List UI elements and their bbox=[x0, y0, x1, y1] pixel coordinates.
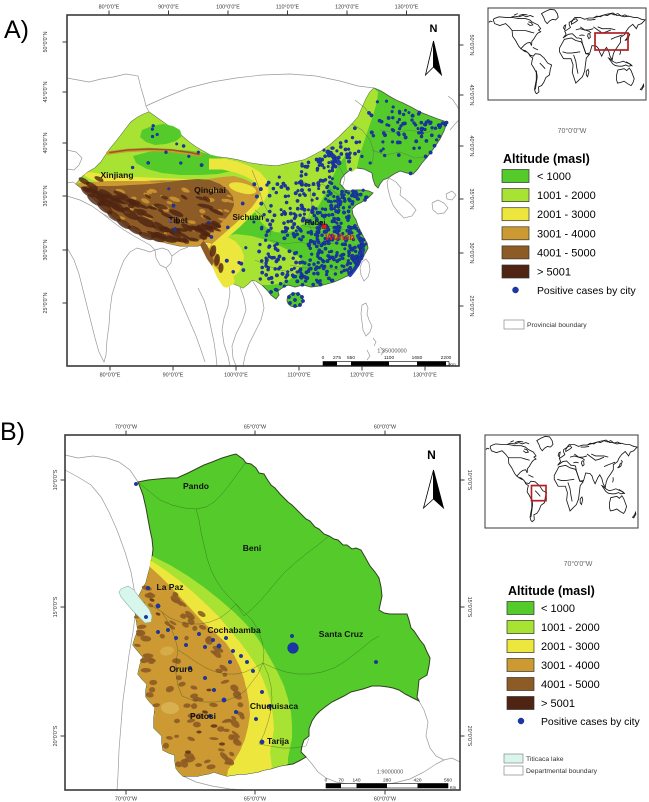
svg-text:Hubei: Hubei bbox=[305, 218, 326, 227]
svg-text:3001 - 4000: 3001 - 4000 bbox=[541, 660, 600, 672]
svg-text:Oruro: Oruro bbox=[169, 664, 193, 674]
svg-text:10°0'0"S: 10°0'0"S bbox=[466, 470, 472, 491]
svg-text:25°0'0"N: 25°0'0"N bbox=[468, 296, 474, 317]
svg-text:1001 - 2000: 1001 - 2000 bbox=[537, 190, 596, 202]
svg-text:70°0'0"W: 70°0'0"W bbox=[564, 560, 593, 568]
svg-text:280: 280 bbox=[383, 778, 391, 784]
svg-text:Positive cases by city: Positive cases by city bbox=[537, 286, 637, 297]
svg-text:Titicaca lake: Titicaca lake bbox=[526, 756, 564, 763]
svg-text:Pando: Pando bbox=[183, 481, 209, 491]
svg-text:1:35000000: 1:35000000 bbox=[377, 349, 407, 355]
svg-text:15°0'0"S: 15°0'0"S bbox=[53, 596, 59, 617]
svg-text:> 5001: > 5001 bbox=[541, 698, 575, 710]
svg-text:Altitude (masl): Altitude (masl) bbox=[503, 152, 590, 166]
svg-text:Wuhan: Wuhan bbox=[325, 232, 355, 242]
svg-text:30°0'0"N: 30°0'0"N bbox=[468, 243, 474, 264]
svg-text:45°0'0"N: 45°0'0"N bbox=[43, 81, 49, 102]
svg-text:20°0'0"S: 20°0'0"S bbox=[466, 726, 472, 747]
svg-text:100°0'0"E: 100°0'0"E bbox=[216, 5, 240, 11]
svg-text:Chuquisaca: Chuquisaca bbox=[250, 701, 298, 711]
svg-text:110°0'0"E: 110°0'0"E bbox=[276, 5, 300, 11]
svg-text:560: 560 bbox=[444, 778, 452, 784]
svg-text:70°0'0"W: 70°0'0"W bbox=[558, 127, 587, 135]
svg-text:25°0'0"N: 25°0'0"N bbox=[43, 292, 49, 313]
svg-text:Cochabamba: Cochabamba bbox=[207, 625, 261, 635]
svg-text:Tarija: Tarija bbox=[267, 736, 289, 746]
svg-text:550: 550 bbox=[347, 355, 355, 361]
svg-text:1100: 1100 bbox=[384, 355, 395, 361]
svg-text:4001 - 5000: 4001 - 5000 bbox=[541, 679, 600, 691]
svg-text:N: N bbox=[430, 23, 438, 35]
svg-text:50°0'0"N: 50°0'0"N bbox=[43, 31, 49, 52]
svg-text:275: 275 bbox=[333, 355, 341, 361]
svg-text:100°0'0"E: 100°0'0"E bbox=[224, 373, 248, 379]
svg-text:Beni: Beni bbox=[243, 543, 261, 553]
svg-text:1650: 1650 bbox=[412, 355, 423, 361]
svg-text:35°0'0"N: 35°0'0"N bbox=[43, 185, 49, 206]
svg-text:30°0'0"N: 30°0'0"N bbox=[43, 239, 49, 260]
svg-text:1:9000000: 1:9000000 bbox=[377, 770, 403, 776]
svg-text:Altitude (masl): Altitude (masl) bbox=[508, 584, 595, 598]
svg-text:70°0'0"W: 70°0'0"W bbox=[115, 425, 138, 431]
svg-text:Potosi: Potosi bbox=[190, 711, 216, 721]
svg-text:45°0'0"N: 45°0'0"N bbox=[468, 85, 474, 106]
svg-text:Xinjiang: Xinjiang bbox=[100, 170, 133, 180]
svg-text:80°0'0"E: 80°0'0"E bbox=[99, 5, 120, 11]
svg-text:4001 - 5000: 4001 - 5000 bbox=[537, 247, 596, 259]
svg-text:2001 - 3000: 2001 - 3000 bbox=[541, 641, 600, 653]
svg-text:90°0'0"E: 90°0'0"E bbox=[163, 373, 184, 379]
svg-text:Qinghai: Qinghai bbox=[194, 185, 226, 195]
svg-text:Provincial boundary: Provincial boundary bbox=[527, 322, 587, 329]
svg-text:La Paz: La Paz bbox=[157, 582, 184, 592]
svg-text:> 5001: > 5001 bbox=[537, 267, 571, 279]
svg-text:< 1000: < 1000 bbox=[537, 171, 571, 183]
svg-text:140: 140 bbox=[352, 778, 360, 784]
svg-text:90°0'0"E: 90°0'0"E bbox=[158, 5, 179, 11]
svg-text:40°0'0"N: 40°0'0"N bbox=[468, 136, 474, 157]
svg-text:Km: Km bbox=[450, 785, 457, 790]
svg-text:0: 0 bbox=[322, 355, 325, 361]
svg-text:Km: Km bbox=[449, 362, 456, 367]
svg-text:65°0'0"W: 65°0'0"W bbox=[244, 797, 267, 802]
svg-text:B): B) bbox=[0, 418, 25, 446]
svg-text:120°0'0"E: 120°0'0"E bbox=[335, 5, 359, 11]
svg-text:Positive cases by city: Positive cases by city bbox=[541, 717, 641, 728]
svg-text:35°0'0"N: 35°0'0"N bbox=[468, 189, 474, 210]
svg-text:< 1000: < 1000 bbox=[541, 603, 575, 615]
svg-text:Departmental boundary: Departmental boundary bbox=[526, 768, 598, 775]
svg-text:3001 - 4000: 3001 - 4000 bbox=[537, 228, 596, 240]
svg-text:420: 420 bbox=[413, 778, 421, 784]
svg-text:Sichuan: Sichuan bbox=[232, 213, 263, 222]
svg-text:2200: 2200 bbox=[441, 355, 452, 361]
svg-text:120°0'0"E: 120°0'0"E bbox=[350, 373, 374, 379]
svg-text:40°0'0"N: 40°0'0"N bbox=[43, 132, 49, 153]
svg-text:130°0'0"E: 130°0'0"E bbox=[413, 373, 437, 379]
svg-text:60°0'0"W: 60°0'0"W bbox=[374, 797, 397, 802]
svg-text:50°0'0"N: 50°0'0"N bbox=[468, 35, 474, 56]
svg-text:60°0'0"W: 60°0'0"W bbox=[374, 425, 397, 431]
svg-text:10°0'0"S: 10°0'0"S bbox=[53, 469, 59, 490]
svg-text:Tibet: Tibet bbox=[169, 216, 188, 225]
svg-text:2001 - 3000: 2001 - 3000 bbox=[537, 209, 596, 221]
svg-text:1001 - 2000: 1001 - 2000 bbox=[541, 622, 600, 634]
svg-text:0: 0 bbox=[325, 778, 328, 784]
svg-text:N: N bbox=[427, 448, 436, 462]
svg-text:A): A) bbox=[4, 16, 29, 44]
svg-text:130°0'0"E: 130°0'0"E bbox=[395, 5, 419, 11]
svg-text:15°0'0"S: 15°0'0"S bbox=[466, 597, 472, 618]
svg-text:80°0'0"E: 80°0'0"E bbox=[100, 373, 121, 379]
svg-text:65°0'0"W: 65°0'0"W bbox=[244, 425, 267, 431]
svg-text:20°0'0"S: 20°0'0"S bbox=[53, 725, 59, 746]
svg-text:70°0'0"W: 70°0'0"W bbox=[115, 797, 138, 802]
svg-text:Santa Cruz: Santa Cruz bbox=[319, 629, 363, 639]
svg-text:110°0'0"E: 110°0'0"E bbox=[287, 373, 311, 379]
svg-text:70: 70 bbox=[338, 778, 344, 784]
